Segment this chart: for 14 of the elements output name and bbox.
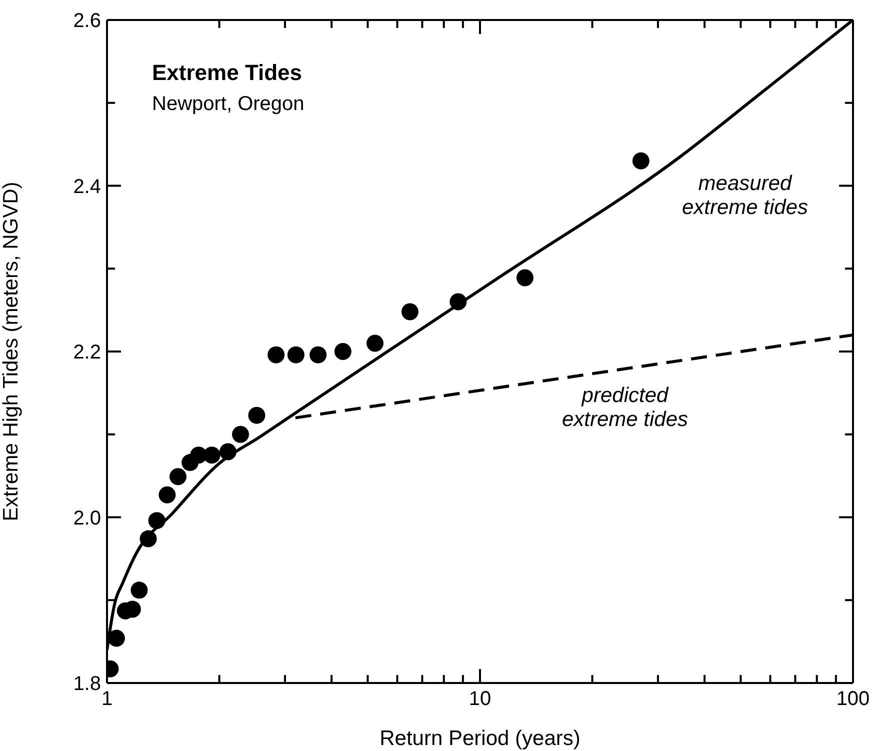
- y-tick-label: 2.2: [73, 342, 101, 364]
- x-tick-label: 1: [101, 688, 113, 710]
- y-tick-label: 1.8: [73, 673, 101, 695]
- y-tick-label: 2.0: [73, 507, 101, 530]
- annotation: measured extreme tides: [682, 172, 809, 219]
- y-axis-title: Extreme High Tides (meters, NGVD): [0, 182, 22, 522]
- text: Newport, Oregon: [152, 93, 304, 115]
- annotation: predicted extreme tides: [562, 384, 689, 431]
- x-tick-label: 100: [836, 688, 870, 710]
- text: Extreme Tides: [152, 60, 302, 85]
- x-axis-title: Return Period (years): [380, 727, 580, 750]
- x-tick-label: 10: [468, 688, 492, 710]
- y-tick-label: 2.4: [73, 176, 101, 198]
- y-tick-label: 2.6: [73, 10, 101, 32]
